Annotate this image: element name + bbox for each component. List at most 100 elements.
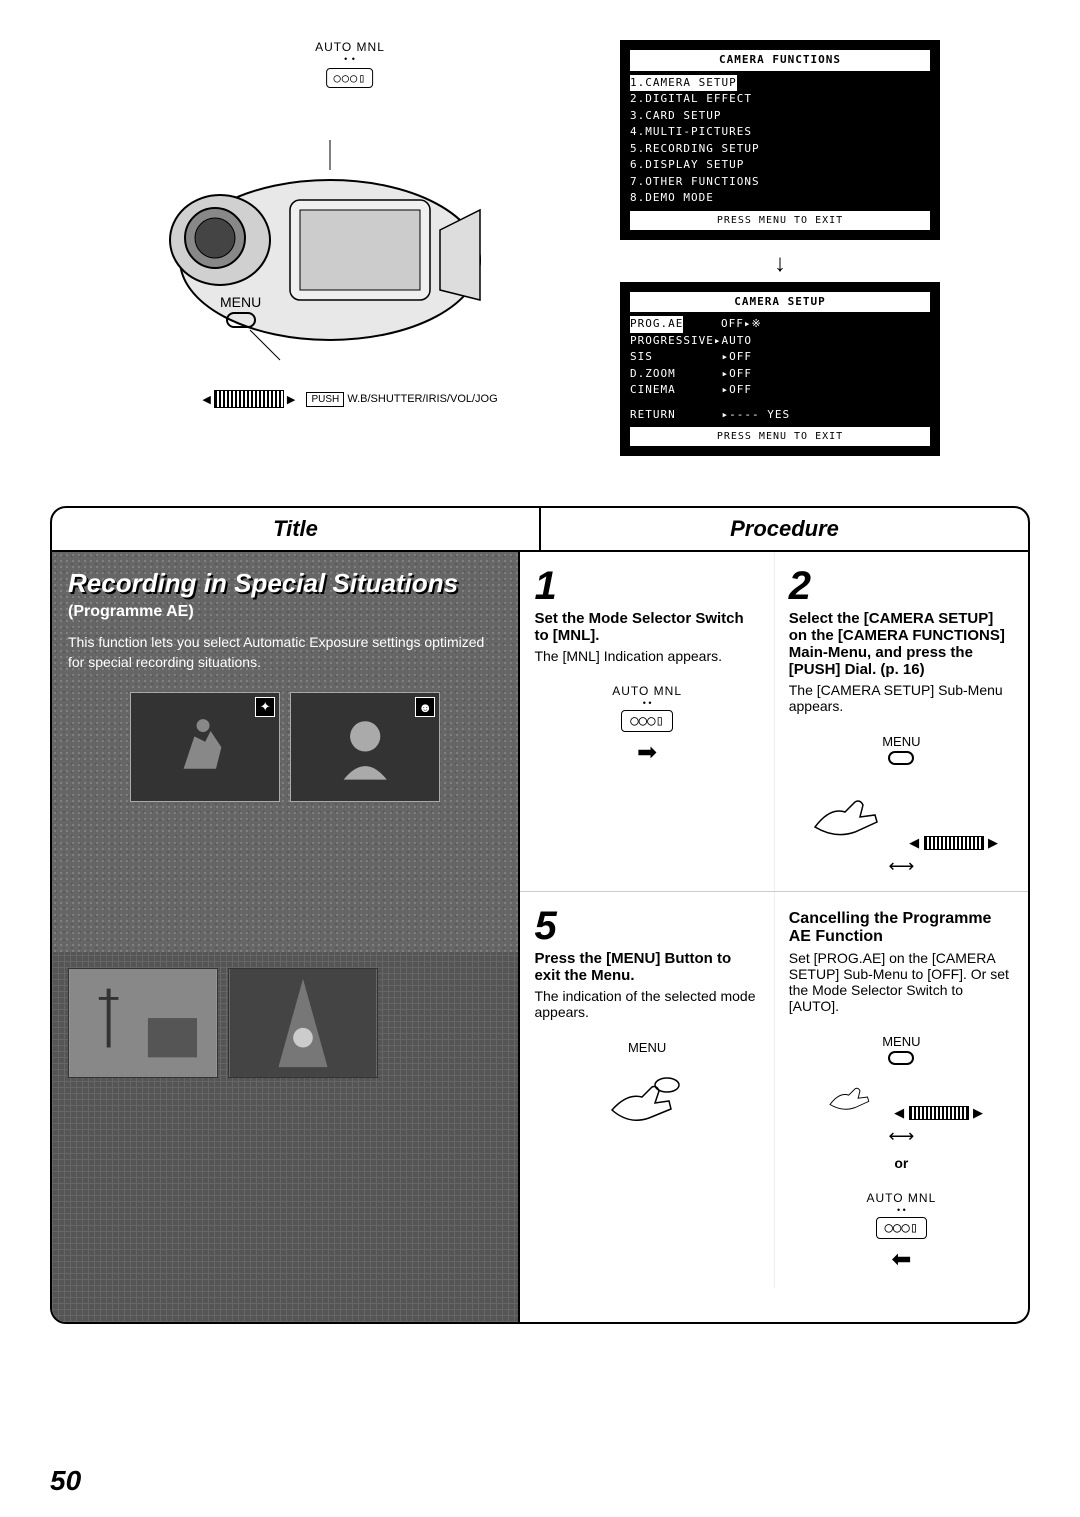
camera-setup-screen: CAMERA SETUP PROG.AE OFF▸※ PROGRESSIVE▸A… [620,282,940,457]
cancel-double-arrow-icon: ⟷ [789,1126,1014,1147]
screen2-footer: PRESS MENU TO EXIT [630,427,930,446]
screen1-item-6: 6.DISPLAY SETUP [630,157,930,174]
step-2-text: The [CAMERA SETUP] Sub-Menu appears. [789,682,1014,714]
step-1-text: The [MNL] Indication appears. [534,648,759,664]
camera-illustration: MENU [140,110,520,370]
jog-dial-icon [214,390,284,408]
step-2-menu-button-icon [888,751,914,765]
main-header-row: Title Procedure [52,508,1028,552]
step-1-switch-label: AUTO MNL [534,684,759,698]
cancel-switch-graphic: AUTO MNL • • ○○○▯ ⬅ [789,1191,1014,1274]
feature-heading: Recording in Special Situations [68,568,502,599]
screen2-item-1: PROGRESSIVE▸AUTO [630,333,930,350]
screen1-footer: PRESS MENU TO EXIT [630,211,930,230]
cancel-text: Set [PROG.AE] on the [CAMERA SETUP] Sub-… [789,950,1014,1014]
screen1-item-3: 3.CARD SETUP [630,108,930,125]
screen1-header: CAMERA FUNCTIONS [630,50,930,71]
dial-function-text: W.B/SHUTTER/IRIS/VOL/JOG [347,393,497,405]
screen2-item-4: CINEMA ▸OFF [630,382,930,399]
lowlight-scene-icon [69,969,217,1077]
mode-selector-switch: ○○○▯ [327,68,374,88]
cancel-dial-graphic: MENU ◀ ▶ ⟷ [789,1034,1014,1147]
sports-mode-icon: ✦ [255,697,275,717]
main-instruction-box: Title Procedure Recording in Special Sit… [50,506,1030,1324]
main-content-row: Recording in Special Situations (Program… [52,552,1028,1322]
step-5-cell: 5 Press the [MENU] Button to exit the Me… [520,892,773,1288]
step-5-menu-graphic: MENU [534,1040,759,1140]
cancel-hand-icon [820,1067,890,1117]
cancel-menu-button-icon [888,1051,914,1065]
procedure-row-2: 5 Press the [MENU] Button to exit the Me… [520,892,1028,1288]
step-1-number: 1 [534,566,759,606]
screen2-header: CAMERA SETUP [630,292,930,313]
page-number: 50 [50,1465,81,1497]
step-1-switch-box: ○○○▯ [621,710,673,732]
step-2-cell: 2 Select the [CAMERA SETUP] on the [CAME… [774,552,1028,891]
menu-button-label: MENU [220,294,261,330]
screen2-item-3: D.ZOOM ▸OFF [630,366,930,383]
menu-button-icon [226,312,256,328]
sports-silhouette-icon [146,704,264,790]
arrow-right-icon: ➡ [534,738,759,767]
procedure-row-1: 1 Set the Mode Selector Switch to [MNL].… [520,552,1028,892]
dial-controls-row: ◀ ▶ PUSH W.B/SHUTTER/IRIS/VOL/JOG [140,390,560,408]
camera-functions-screen: CAMERA FUNCTIONS 1.CAMERA SETUP 2.DIGITA… [620,40,940,240]
title-upper-panel: Recording in Special Situations (Program… [52,552,518,952]
thumbnail-row-1: ✦ ☻ [68,692,502,802]
screen1-item-4: 4.MULTI-PICTURES [630,124,930,141]
mode-selector-label: AUTO MNL • • ○○○▯ [315,40,385,88]
menu-screens-column: CAMERA FUNCTIONS 1.CAMERA SETUP 2.DIGITA… [620,40,940,466]
step-2-number: 2 [789,566,1014,606]
screen-down-arrow-icon: ↓ [620,250,940,278]
screen1-item-7: 7.OTHER FUNCTIONS [630,174,930,191]
arrow-left-icon: ⬅ [789,1245,1014,1274]
spotlight-scene-icon [229,969,377,1077]
screen2-item-2: SIS ▸OFF [630,349,930,366]
cancel-mini-dial-icon [909,1106,969,1120]
feature-subheading: (Programme AE) [68,603,502,621]
step-5-title: Press the [MENU] Button to exit the Menu… [534,950,759,984]
screen1-item-5: 5.RECORDING SETUP [630,141,930,158]
dial-arrow-right-icon: ▶ [287,393,295,406]
portrait-silhouette-icon [306,704,424,790]
step-5-text: The indication of the selected mode appe… [534,988,759,1020]
cancel-menu-label: MENU [789,1034,1014,1049]
screen1-item-8: 8.DEMO MODE [630,190,930,207]
procedure-header: Procedure [541,508,1028,550]
cancel-title: Cancelling the Programme AE Function [789,910,1014,946]
screen1-item-1: 1.CAMERA SETUP [630,75,737,92]
procedure-column: 1 Set the Mode Selector Switch to [MNL].… [520,552,1028,1322]
camera-diagram-area: AUTO MNL • • ○○○▯ MENU ◀ [140,40,560,408]
cancel-switch-label: AUTO MNL [789,1191,1014,1205]
screen2-progae-value: OFF▸※ [721,317,762,330]
screen2-progae-label: PROG.AE [630,316,683,333]
feature-description: This function lets you select Automatic … [68,633,502,672]
mini-dial-icon [924,836,984,850]
screen1-item-2: 2.DIGITAL EFFECT [630,91,930,108]
title-column: Recording in Special Situations (Program… [52,552,520,1322]
step-1-title: Set the Mode Selector Switch to [MNL]. [534,610,759,644]
dial-arrow-left-icon: ◀ [202,393,210,406]
thumbnail-lowlight [68,968,218,1078]
hand-dial-icon [805,767,905,847]
thumbnail-portrait: ☻ [290,692,440,802]
cancel-cell: Cancelling the Programme AE Function Set… [774,892,1028,1288]
step-5-menu-label: MENU [534,1040,759,1055]
step-5-number: 5 [534,906,759,946]
push-button-label: PUSH [306,392,344,407]
hand-press-icon [597,1055,697,1135]
step-1-cell: 1 Set the Mode Selector Switch to [MNL].… [520,552,773,891]
step-1-switch-graphic: AUTO MNL • • ○○○▯ ➡ [534,684,759,767]
step-2-dial-graphic: MENU ◀ ▶ ⟷ [789,734,1014,877]
title-lower-panel [52,952,518,1322]
portrait-mode-icon: ☻ [415,697,435,717]
screen2-return: RETURN ▸---- YES [630,407,930,424]
cancel-switch-box: ○○○▯ [876,1217,928,1239]
thumbnail-sports: ✦ [130,692,280,802]
or-text: or [789,1155,1014,1171]
step-2-title: Select the [CAMERA SETUP] on the [CAMERA… [789,610,1014,678]
auto-mnl-label: AUTO MNL [315,40,385,54]
top-section: AUTO MNL • • ○○○▯ MENU ◀ [50,40,1030,466]
double-arrow-icon: ⟷ [789,856,1014,877]
thumbnail-spotlight [228,968,378,1078]
